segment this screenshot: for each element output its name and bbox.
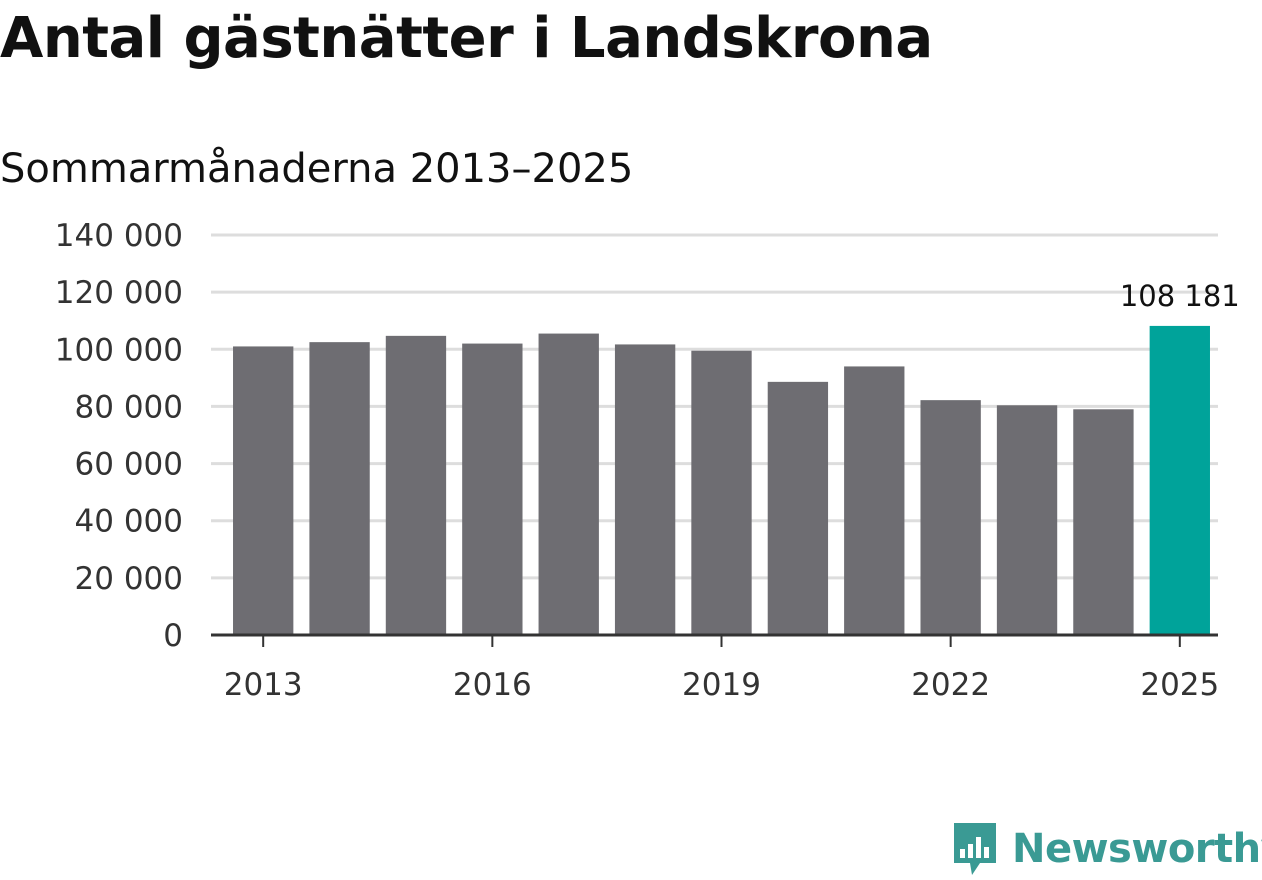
bar: [462, 343, 523, 635]
y-tick-label: 80 000: [75, 389, 183, 425]
brand-logo: Newsworthy: [950, 818, 1262, 880]
bar: [233, 346, 294, 635]
x-tick-label: 2022: [911, 667, 990, 703]
bars: [233, 325, 1210, 635]
brand-name: Newsworthy: [1012, 826, 1262, 872]
y-tick-label: 100 000: [55, 332, 183, 368]
y-tick-label: 0: [163, 618, 183, 654]
y-tick-label: 20 000: [75, 561, 183, 597]
bar: [996, 405, 1058, 635]
y-tick-label: 120 000: [55, 275, 183, 311]
bar: [920, 400, 981, 635]
x-tick-label: 2025: [1140, 667, 1219, 703]
chart-title: Antal gästnätter i Landskrona: [0, 6, 933, 71]
bar: [691, 350, 752, 635]
y-axis-tick-labels: 0 20 000 40 000 60 000 80 000 100 000 120 000 1…: [55, 218, 183, 654]
y-tick-label: 60 000: [75, 447, 183, 483]
bar: [844, 366, 905, 635]
bar: [1149, 325, 1210, 635]
data-labels: 108 181: [1120, 279, 1240, 313]
y-tick-label: 40 000: [75, 504, 183, 540]
y-tick-label: 140 000: [55, 218, 183, 254]
bar: [538, 333, 599, 635]
newsworthy-logo-icon: [954, 823, 996, 875]
x-tick-label: 2016: [453, 667, 532, 703]
x-tick-label: 2013: [224, 667, 303, 703]
bar: [614, 344, 676, 635]
chart-subtitle: Sommarmånaderna 2013–2025: [0, 146, 634, 192]
x-axis-tick-labels: 2013 2016 2019 2022 2025: [224, 667, 1220, 703]
bar: [309, 342, 370, 635]
bar: [767, 381, 829, 635]
x-tick-label: 2019: [682, 667, 761, 703]
bar: [1073, 409, 1134, 635]
bar: [385, 335, 447, 635]
x-axis: [211, 633, 1218, 647]
data-label: 108 181: [1120, 279, 1240, 313]
